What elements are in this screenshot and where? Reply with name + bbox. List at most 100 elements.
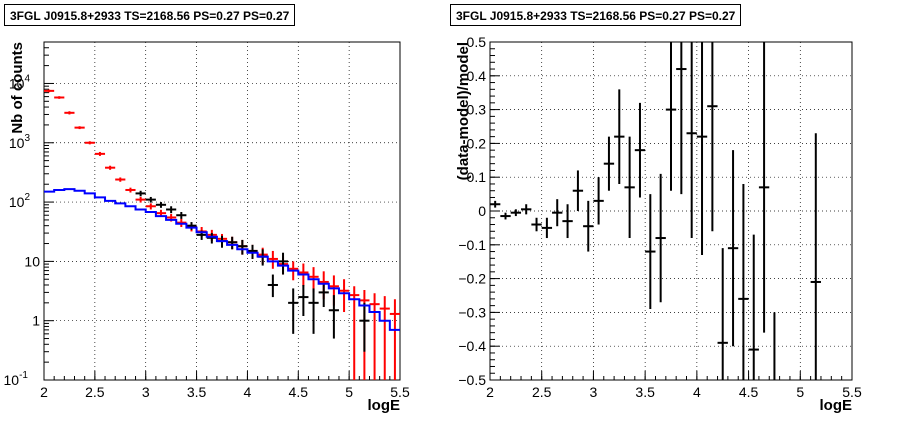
data-point [738, 183, 749, 380]
data-point [145, 203, 156, 210]
y-tick-label: 104 [9, 73, 31, 91]
data-point [603, 136, 615, 191]
data-point [727, 150, 739, 347]
data-point [125, 187, 136, 193]
data-point [379, 296, 390, 380]
data-point [748, 234, 759, 380]
y-tick-label: −0.1 [458, 237, 486, 253]
y-tick-label: −0.5 [458, 372, 486, 388]
y-tick-label: 0.3 [467, 102, 487, 118]
data-point [105, 165, 116, 170]
y-tick-label: 0.4 [467, 68, 487, 84]
y-tick-label: 10 [24, 253, 40, 269]
x-tick-label: 3.5 [635, 384, 655, 400]
data-point [308, 288, 319, 334]
x-tick-label: 3.5 [187, 384, 207, 400]
x-tick-label: 2 [40, 384, 48, 400]
y-axis-label: Nb of counts [9, 42, 26, 134]
data-point [328, 295, 339, 339]
data-point [94, 151, 106, 156]
y-tick-label: 0.1 [467, 169, 487, 185]
x-axis-label: logE [820, 397, 853, 414]
y-tick-label: 10-1 [4, 370, 29, 388]
x-tick-label: 2.5 [85, 384, 105, 400]
data-point [686, 42, 697, 239]
y-tick-label: −0.2 [458, 271, 486, 287]
data-point [206, 233, 217, 244]
data-point [237, 239, 248, 255]
data-point [369, 293, 380, 380]
data-point [135, 190, 146, 197]
y-tick-label: 0.2 [467, 135, 487, 151]
data-point [593, 177, 604, 225]
x-axis-label: logE [368, 397, 401, 414]
model-histogram-line [44, 188, 400, 331]
data-point [510, 209, 522, 217]
x-tick-label: 5 [345, 384, 353, 400]
data-point [338, 279, 350, 313]
x-tick-label: 4.5 [739, 384, 759, 400]
chart-panel-1: 2 2.5 3 3.5 4 4.5 5 5.5 −0.5 −0.4 −0.3 −0.2 −0.1 0 0.1… [455, 34, 862, 414]
data-point [298, 284, 309, 316]
data-point [267, 250, 278, 269]
y-tick-label: 0.5 [467, 34, 487, 50]
data-point [44, 89, 55, 93]
data-point [531, 217, 542, 232]
y-tick-label: −0.4 [458, 338, 486, 354]
data-point [696, 42, 708, 255]
data-point [277, 252, 289, 275]
data-point [267, 274, 278, 298]
data-point [135, 196, 146, 203]
x-tick-label: 5.5 [842, 384, 862, 400]
data-point [227, 236, 238, 250]
data-point [562, 204, 573, 239]
y-axis-label: (data-model)/model [455, 42, 472, 180]
x-tick-label: 4.5 [289, 384, 309, 400]
data-point [614, 89, 625, 184]
chart-title-right: 3FGL J0915.8+2933 TS=2168.56 PS=0.27 PS=… [450, 4, 742, 26]
chart-panel-0: 2 2.5 3 3.5 4 4.5 5 5.5 10-1 1 10 102 103 104 logE Nb o… [4, 41, 410, 414]
data-point [155, 202, 167, 208]
data-point [166, 206, 177, 214]
series-2 [44, 188, 400, 331]
data-point [490, 200, 501, 208]
x-tick-label: 3 [590, 384, 598, 400]
series-0 [490, 42, 821, 380]
x-tick-label: 3 [142, 384, 150, 400]
data-point [758, 42, 770, 333]
y-tick-label: −0.3 [458, 304, 486, 320]
data-point [541, 217, 553, 239]
data-point [810, 133, 821, 380]
data-point [64, 111, 75, 115]
data-point [318, 283, 329, 308]
data-point [288, 288, 299, 334]
plot-frame [43, 41, 401, 381]
chart-title-left: 3FGL J0915.8+2933 TS=2168.56 PS=0.27 PS=… [4, 4, 296, 26]
data-point [634, 102, 646, 198]
data-point [145, 196, 156, 203]
x-tick-label: 5.5 [390, 384, 410, 400]
data-point [54, 96, 65, 99]
x-tick-label: 2 [486, 384, 494, 400]
data-point [583, 200, 594, 252]
data-point [624, 136, 635, 239]
x-tick-label: 4 [693, 384, 701, 400]
data-point [665, 42, 677, 191]
data-point [521, 204, 532, 215]
x-tick-label: 2.5 [532, 384, 552, 400]
y-tick-label: 103 [9, 133, 31, 151]
data-point [115, 177, 126, 182]
data-point [572, 170, 584, 211]
y-tick-label: 0 [478, 203, 486, 219]
data-point [717, 248, 728, 380]
data-point [389, 299, 400, 380]
data-point [552, 199, 563, 227]
data-point [176, 212, 187, 219]
data-point [500, 212, 511, 220]
data-point [645, 194, 656, 310]
data-point [655, 173, 666, 303]
data-point [707, 42, 718, 232]
y-tick-label: 1 [32, 313, 40, 329]
data-point [74, 126, 85, 130]
